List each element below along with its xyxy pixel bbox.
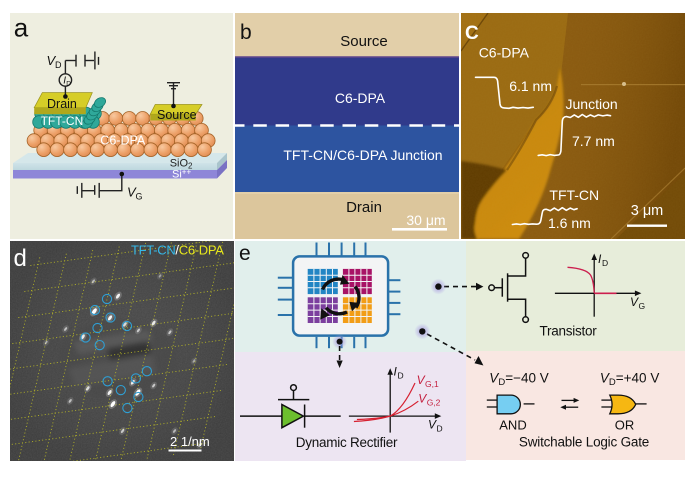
svg-text:TFT-CN: TFT-CN [41, 114, 84, 128]
svg-text:Dynamic Rectifier: Dynamic Rectifier [296, 435, 398, 450]
svg-text:D: D [66, 81, 71, 88]
svg-text:7.7 nm: 7.7 nm [572, 133, 615, 149]
svg-text:d: d [14, 245, 27, 272]
svg-text:G: G [639, 301, 646, 311]
svg-text:Junction: Junction [566, 96, 618, 112]
svg-text:TFT-CN/C6-DPA Junction: TFT-CN/C6-DPA Junction [283, 147, 442, 163]
svg-text:Drain: Drain [47, 97, 77, 111]
svg-text:VD=−40 V: VD=−40 V [489, 371, 548, 389]
svg-text:D: D [602, 258, 608, 268]
svg-text:b: b [240, 21, 252, 44]
svg-text:V: V [630, 295, 639, 309]
svg-text:6.1 nm: 6.1 nm [509, 78, 552, 94]
svg-text:V: V [418, 392, 427, 406]
svg-text:3 μm: 3 μm [631, 203, 664, 219]
svg-text:Drain: Drain [346, 199, 382, 216]
svg-text:V: V [428, 418, 437, 432]
svg-text:G,2: G,2 [427, 398, 441, 408]
svg-text:D: D [398, 371, 404, 381]
svg-text:G: G [136, 192, 143, 202]
svg-text:Source: Source [157, 108, 197, 122]
svg-text:2 1/nm: 2 1/nm [170, 434, 210, 449]
svg-text:30 μm: 30 μm [406, 212, 445, 228]
svg-text:Si++: Si++ [172, 168, 191, 181]
svg-text:OR: OR [615, 418, 635, 433]
svg-text:I: I [63, 76, 66, 87]
svg-text:TFT-CN: TFT-CN [549, 187, 599, 203]
svg-text:C6-DPA: C6-DPA [335, 90, 386, 106]
svg-text:C6-DPA: C6-DPA [100, 134, 146, 148]
svg-text:Source: Source [340, 33, 388, 50]
svg-text:V: V [127, 185, 137, 200]
svg-text:C: C [465, 23, 479, 44]
svg-text:D: D [437, 424, 443, 434]
svg-text:D: D [55, 60, 62, 70]
svg-text:V: V [47, 53, 57, 68]
svg-text:TFT-CN/C6-DPA: TFT-CN/C6-DPA [131, 243, 224, 258]
svg-text:C6-DPA: C6-DPA [479, 45, 530, 61]
svg-text:I: I [394, 365, 398, 379]
svg-text:Transistor: Transistor [539, 324, 597, 339]
svg-text:e: e [239, 242, 251, 265]
svg-text:1.6 nm: 1.6 nm [548, 215, 591, 231]
svg-text:VD=+40 V: VD=+40 V [600, 371, 659, 389]
svg-text:V: V [417, 373, 426, 387]
svg-text:Switchable Logic Gate: Switchable Logic Gate [519, 435, 649, 450]
svg-text:I: I [598, 252, 602, 266]
svg-text:a: a [14, 13, 29, 42]
svg-text:SiO2: SiO2 [170, 158, 193, 171]
svg-text:AND: AND [499, 418, 526, 433]
svg-text:G,1: G,1 [425, 379, 439, 389]
